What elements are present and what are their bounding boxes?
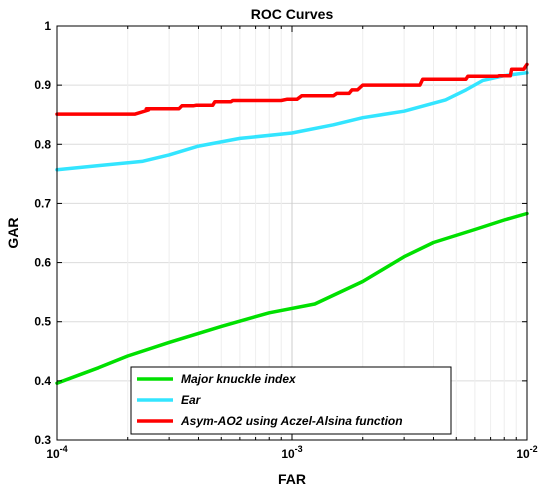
x-tick-label: 10-3 (281, 444, 302, 461)
y-tick-label: 0.8 (34, 137, 51, 151)
chart-title: ROC Curves (251, 6, 334, 22)
y-tick-label: 0.6 (34, 256, 51, 270)
series-layer (55, 62, 529, 385)
y-axis-title: GAR (5, 217, 21, 248)
series-line-2 (55, 70, 529, 172)
legend-label: Ear (181, 393, 202, 407)
legend: Major knuckle index Ear Asym-AO2 using Acz… (130, 366, 452, 435)
y-tick-label: 1 (44, 19, 51, 33)
y-tick-label: 0.4 (34, 374, 51, 388)
y-tick-label: 0.5 (34, 315, 51, 329)
x-tick-label: 10-4 (46, 444, 67, 461)
x-axis-title: FAR (278, 471, 306, 487)
series-line-1 (55, 211, 529, 385)
series-line-3 (55, 62, 529, 116)
tick-layer: 0.3 0.4 0.5 0.6 0.7 0.8 0.9 1 10-4 10-3 10-2 (34, 19, 537, 461)
legend-box (130, 366, 452, 435)
x-tick-label: 10-2 (516, 444, 537, 461)
y-tick-label: 0.7 (34, 196, 51, 210)
legend-label: Asym-AO2 using Aczel-Alsina function (180, 414, 403, 428)
legend-label: Major knuckle index (181, 372, 297, 386)
y-tick-label: 0.3 (34, 433, 51, 447)
y-tick-label: 0.9 (34, 78, 51, 92)
